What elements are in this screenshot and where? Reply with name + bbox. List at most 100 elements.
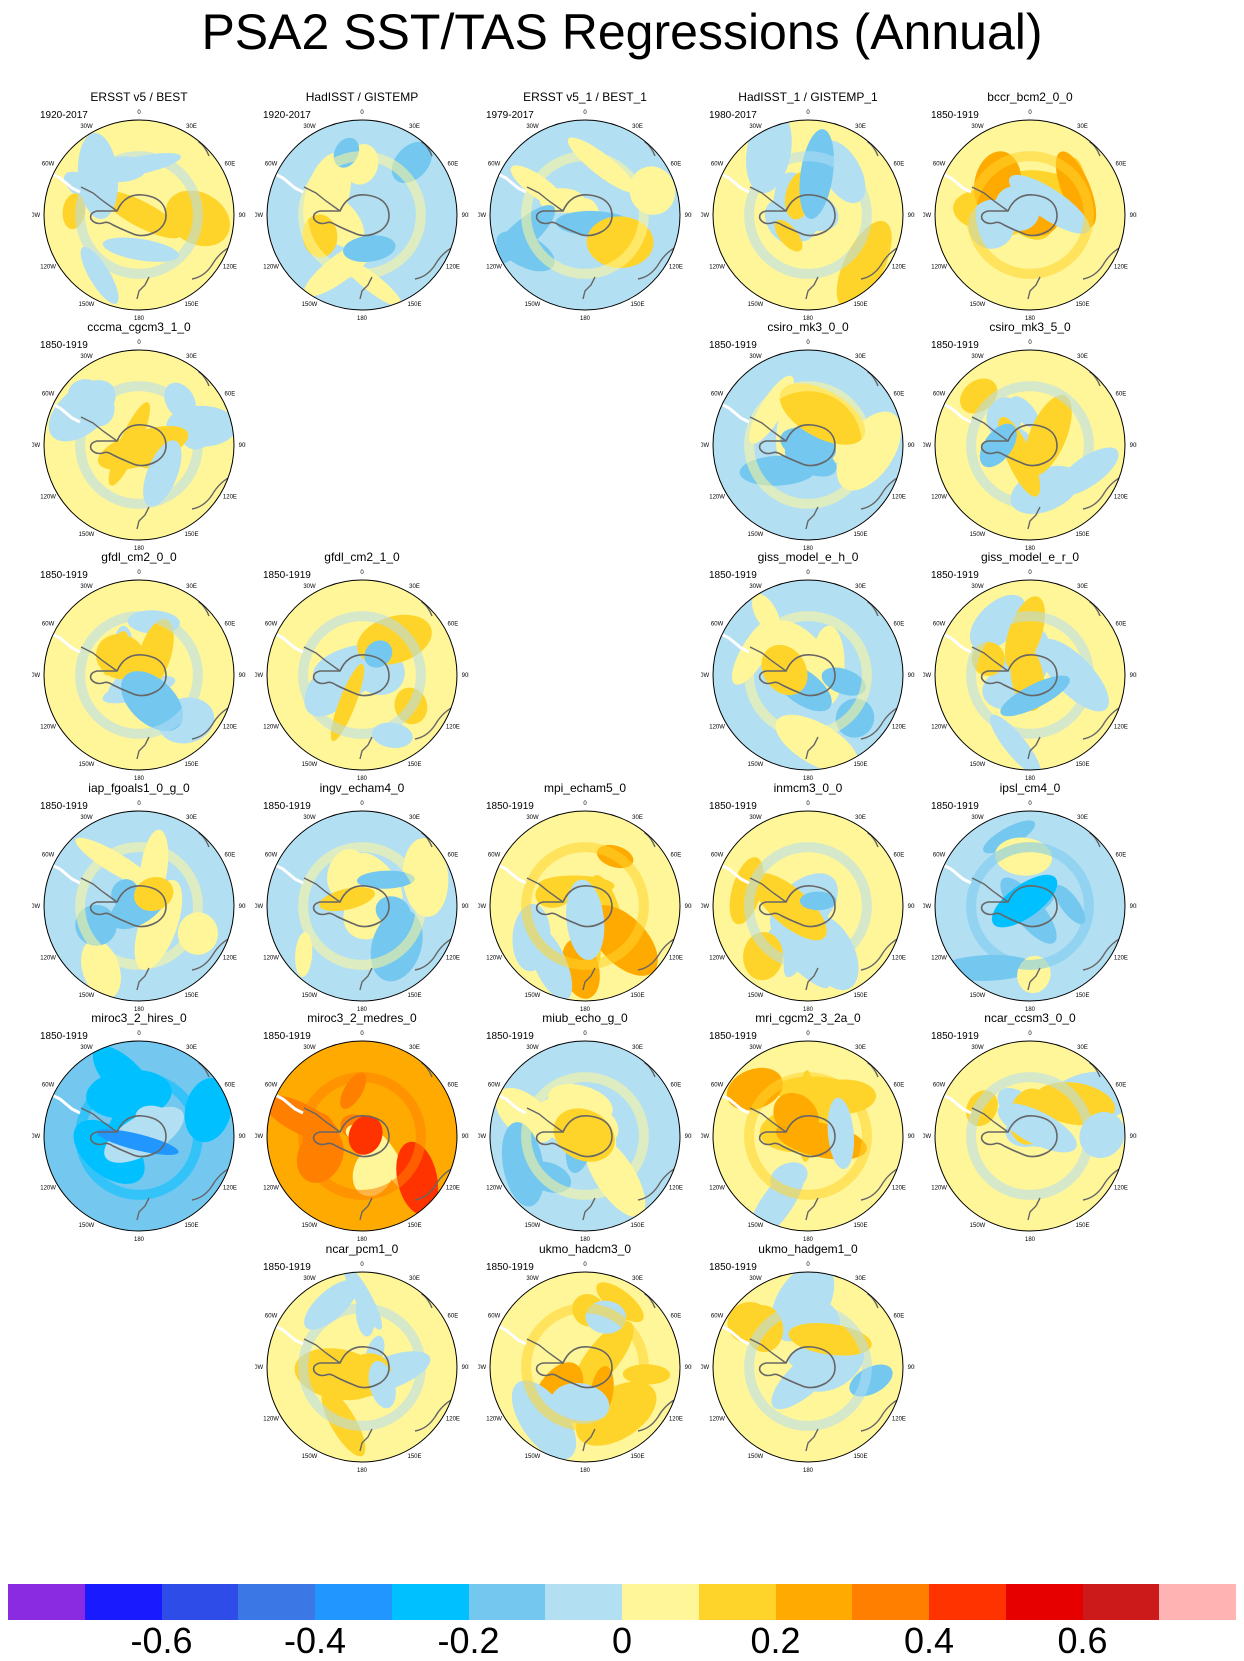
- longitude-label: 150E: [630, 1454, 644, 1460]
- longitude-label: 30W: [971, 584, 984, 590]
- panel-period: 1850-1919: [709, 570, 757, 581]
- longitude-label: 30W: [80, 354, 93, 360]
- antarctica-coastline: [758, 885, 836, 928]
- australia-coastline: [1082, 935, 1125, 971]
- longitude-label: 150W: [970, 993, 986, 999]
- longitude-label: 120E: [892, 956, 906, 962]
- antarctica-coastline: [535, 1115, 613, 1158]
- panel-title: mpi_echam5_0: [543, 781, 627, 795]
- longitude-label: 150W: [748, 302, 764, 308]
- australia-coastline: [414, 704, 457, 740]
- colorbar-swatch: [161, 1584, 239, 1620]
- longitude-label: 150W: [525, 993, 541, 999]
- panel-period: 1850-1919: [931, 570, 979, 581]
- contour-region: [779, 383, 866, 445]
- longitude-label: 30W: [80, 815, 93, 821]
- peninsula-coastline: [80, 1107, 118, 1133]
- antarctica-coastline: [980, 424, 1058, 467]
- longitude-label: 120E: [223, 956, 237, 962]
- longitude-label: 60E: [894, 1083, 905, 1089]
- antarctica-coastline: [312, 194, 390, 237]
- longitude-label: 180: [803, 1007, 814, 1013]
- contour-region: [304, 1279, 358, 1330]
- polar-map: 0 30E 60E 90E 120E 150E 180 150W 120W 90W 60W 30W: [701, 1262, 915, 1474]
- longitude-label: 60E: [894, 853, 905, 859]
- contour-region: [1008, 174, 1090, 234]
- longitude-label: 30E: [855, 354, 866, 360]
- longitude-label: 180: [580, 316, 591, 322]
- longitude-label: 120E: [1114, 265, 1128, 271]
- contour-ring: [966, 611, 1094, 739]
- longitude-label: 120W: [263, 265, 279, 271]
- panel-period: 1850-1919: [486, 1031, 534, 1042]
- peninsula-coastline: [303, 186, 341, 212]
- map-boundary: [712, 349, 904, 541]
- peninsula-coastline: [749, 186, 787, 212]
- longitude-label: 90W: [255, 904, 264, 910]
- peninsula-coastline: [303, 877, 341, 903]
- panel-period: 1850-1919: [40, 1031, 88, 1042]
- panel-period: 1850-1919: [709, 1031, 757, 1042]
- longitude-label: 120W: [931, 495, 947, 501]
- panel-period: 1979-2017: [486, 110, 534, 121]
- longitude-label: 60W: [488, 162, 501, 168]
- longitude-label: 180: [1025, 316, 1036, 322]
- contour-region: [726, 1067, 783, 1111]
- contour-region: [511, 1380, 577, 1460]
- longitude-label: 150E: [407, 993, 421, 999]
- longitude-label: 120E: [892, 265, 906, 271]
- longitude-label: 30E: [409, 815, 420, 821]
- colorbar-swatch: [1005, 1584, 1083, 1620]
- peninsula-coastline: [526, 877, 564, 903]
- longitude-label: 120E: [446, 1186, 460, 1192]
- panel-title: csiro_mk3_0_0: [767, 320, 849, 334]
- colorbar-swatch: [852, 1584, 929, 1620]
- longitude-label: 60W: [488, 853, 501, 859]
- longitude-label: 60E: [1116, 392, 1127, 398]
- longitude-label: 150E: [184, 762, 198, 768]
- contour-region: [396, 1141, 439, 1216]
- longitude-label: 120W: [486, 1417, 502, 1423]
- new-zealand-coastline: [1027, 506, 1041, 530]
- new-zealand-coastline: [359, 276, 373, 300]
- antarctica-coastline: [312, 885, 390, 928]
- longitude-label: 0: [1028, 110, 1032, 116]
- contour-ring: [298, 151, 426, 279]
- contour-region: [752, 872, 827, 941]
- antarctica-coastline: [758, 1346, 836, 1389]
- panel-period: 1850-1919: [263, 570, 311, 581]
- new-zealand-coastline: [805, 276, 819, 300]
- polar-map: 0 30E 60E 90E 120E 150E 180 150W 120W 90W 60W 30W: [32, 570, 246, 782]
- longitude-label: 0: [360, 1031, 364, 1037]
- contour-region: [588, 905, 658, 976]
- longitude-label: 60W: [933, 392, 946, 398]
- longitude-label: 90W: [923, 673, 932, 679]
- antarctica-coastline: [758, 1115, 836, 1158]
- longitude-label: 180: [1025, 546, 1036, 552]
- australia-coastline: [414, 244, 457, 280]
- longitude-label: 30E: [855, 1045, 866, 1051]
- longitude-label: 120E: [223, 265, 237, 271]
- longitude-label: 150W: [79, 1223, 95, 1229]
- longitude-label: 120W: [40, 265, 56, 271]
- map-boundary: [266, 119, 458, 311]
- longitude-label: 30E: [632, 815, 643, 821]
- longitude-label: 90E: [462, 673, 469, 679]
- longitude-label: 90W: [32, 213, 41, 219]
- longitude-label: 30W: [526, 1276, 539, 1282]
- longitude-label: 90E: [908, 1365, 915, 1371]
- contour-region: [550, 1383, 610, 1424]
- longitude-label: 60W: [933, 1083, 946, 1089]
- australia-coastline: [191, 935, 234, 971]
- longitude-label: 90W: [701, 904, 710, 910]
- longitude-label: 120E: [446, 725, 460, 731]
- antarctica-coastline: [89, 424, 167, 467]
- panel-title: cccma_cgcm3_1_0: [87, 320, 191, 334]
- colorbar-tick-label: -0.4: [283, 1620, 347, 1661]
- longitude-label: 30W: [526, 1045, 539, 1051]
- longitude-label: 150W: [302, 302, 318, 308]
- longitude-label: 120W: [263, 1417, 279, 1423]
- longitude-label: 30W: [971, 1045, 984, 1051]
- longitude-label: 30E: [632, 1045, 643, 1051]
- longitude-label: 120W: [709, 265, 725, 271]
